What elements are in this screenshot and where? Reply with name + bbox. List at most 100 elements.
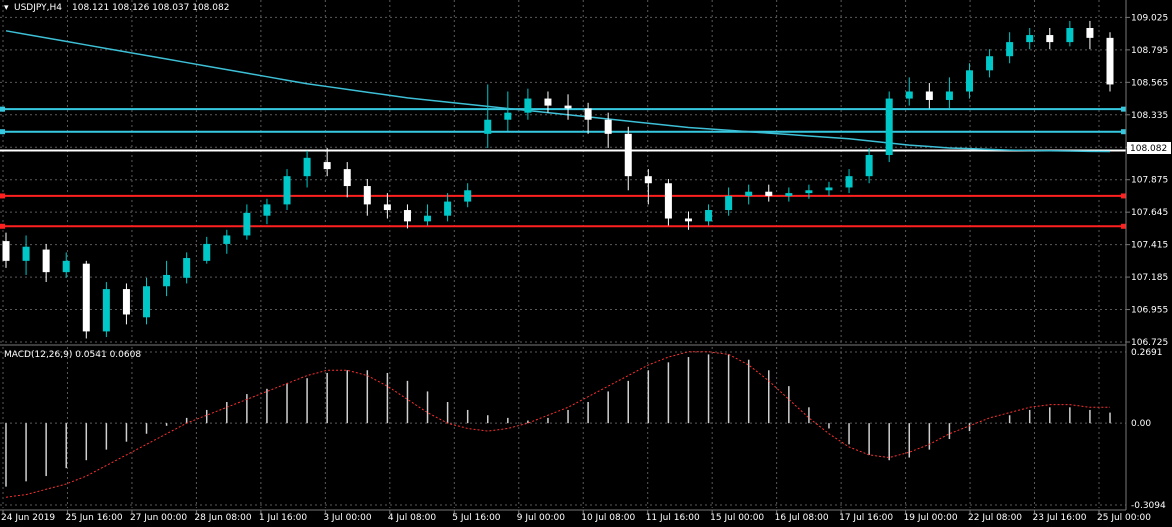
candle-body: [865, 155, 873, 177]
candle-body: [42, 249, 50, 273]
time-tick-label: 4 Jul 08:00: [388, 513, 437, 523]
candle-body: [664, 183, 672, 219]
price-tick-label: 107.645: [1131, 208, 1168, 218]
candle-body: [1066, 27, 1074, 43]
macd-label: MACD(12,26,9) 0.0541 0.0608: [4, 350, 141, 360]
header-triangle-icon: ▾: [4, 3, 9, 13]
level-handle: [0, 129, 5, 135]
ohlc-label: 108.121 108.126 108.037 108.082: [72, 3, 229, 13]
candle-body: [725, 195, 733, 211]
candle-body: [564, 105, 572, 109]
main-grid: [0, 0, 1126, 343]
candle-body: [163, 274, 171, 287]
candle-body: [584, 108, 592, 120]
candle-body: [82, 263, 90, 332]
candle-body: [464, 190, 472, 202]
candle-body: [62, 260, 70, 273]
candle-body: [885, 98, 893, 156]
horizontal-levels[interactable]: [0, 106, 1126, 229]
candle-body: [383, 204, 391, 211]
candle-body: [644, 176, 652, 184]
candle-body: [143, 286, 151, 318]
candle-body: [945, 91, 953, 100]
price-tick-label: 107.415: [1131, 241, 1168, 251]
candle-body: [243, 212, 251, 236]
candle-body: [22, 246, 30, 261]
candle-body: [624, 133, 632, 177]
time-tick-label: 19 Jul 00:00: [904, 513, 958, 523]
level-handle: [1121, 106, 1126, 112]
time-tick-label: 23 Jul 16:00: [1033, 513, 1087, 523]
candle-body: [484, 119, 492, 134]
candle-body: [805, 190, 813, 194]
price-tick-label: 107.875: [1131, 176, 1168, 186]
level-handle: [1121, 193, 1126, 199]
candle-body: [965, 70, 973, 92]
price-tick-label: 108.335: [1131, 111, 1168, 121]
price-tick-label: 107.185: [1131, 273, 1168, 283]
candle-body: [2, 241, 10, 261]
time-tick-label: 17 Jul 16:00: [839, 513, 893, 523]
price-tick-label: 109.025: [1131, 13, 1168, 23]
candle-body: [263, 204, 271, 216]
current-price-tag: 108.082: [1127, 142, 1171, 154]
time-tick-label: 9 Jul 00:00: [517, 513, 566, 523]
price-tick-label: 108.565: [1131, 78, 1168, 88]
candle-body: [705, 210, 713, 222]
candle-body: [544, 98, 552, 106]
macd-tick-label: -0.3094: [1131, 501, 1166, 511]
level-handle: [0, 193, 5, 199]
candle-body: [102, 289, 110, 332]
time-tick-label: 5 Jul 16:00: [452, 513, 501, 523]
macd-tick-label: 0.2691: [1131, 348, 1163, 358]
price-tick-label: 108.795: [1131, 46, 1168, 56]
time-tick-label: 11 Jul 16:00: [646, 513, 700, 523]
candle-body: [745, 191, 753, 196]
candle-body: [323, 162, 331, 170]
time-tick-label: 15 Jul 00:00: [710, 513, 764, 523]
candle-body: [122, 289, 130, 315]
macd-tick-label: 0.00: [1131, 419, 1151, 429]
candle-body: [925, 91, 933, 100]
candle-body: [223, 235, 231, 244]
candle-body: [765, 191, 773, 196]
time-tick-label: 1 Jul 16:00: [259, 513, 308, 523]
candle-body: [1106, 37, 1114, 85]
candle-body: [604, 119, 612, 134]
time-tick-label: 25 Jun 16:00: [65, 513, 122, 523]
time-tick-label: 16 Jul 08:00: [775, 513, 829, 523]
candle-body: [444, 201, 452, 216]
level-handle: [0, 106, 5, 112]
candle-body: [283, 176, 291, 205]
time-tick-label: 3 Jul 00:00: [323, 513, 372, 523]
candle-body: [1086, 27, 1094, 38]
candle-body: [504, 112, 512, 120]
price-tick-label: 106.955: [1131, 306, 1168, 316]
time-axis: 24 Jun 2019 25 Jun 16:00 27 Jun 00:00 28 Ju…: [1, 510, 1151, 523]
candle-body: [424, 215, 432, 222]
candle-body: [1026, 35, 1034, 43]
macd-histogram: [5, 354, 1111, 487]
level-handle: [0, 223, 5, 229]
candle-body: [303, 157, 311, 177]
candle-body: [1046, 35, 1054, 43]
candle-body: [825, 187, 833, 191]
symbol-label: USDJPY,H4: [14, 3, 62, 13]
time-tick-label: 25 Jul 00:00: [1097, 513, 1151, 523]
candle-body: [905, 91, 913, 99]
candle-body: [203, 243, 211, 261]
candle-body: [403, 210, 411, 222]
time-tick-label: 28 Jun 08:00: [194, 513, 251, 523]
time-tick-label: 22 Jul 08:00: [968, 513, 1022, 523]
candles: [2, 20, 1114, 339]
candle-body: [343, 169, 351, 187]
moving-average-line: [5, 30, 1111, 153]
level-handle: [1121, 129, 1126, 135]
time-tick-label: 24 Jun 2019: [1, 513, 55, 523]
candle-body: [1006, 42, 1014, 57]
candle-body: [684, 218, 692, 222]
candle-body: [524, 98, 532, 113]
candle-body: [986, 56, 994, 71]
